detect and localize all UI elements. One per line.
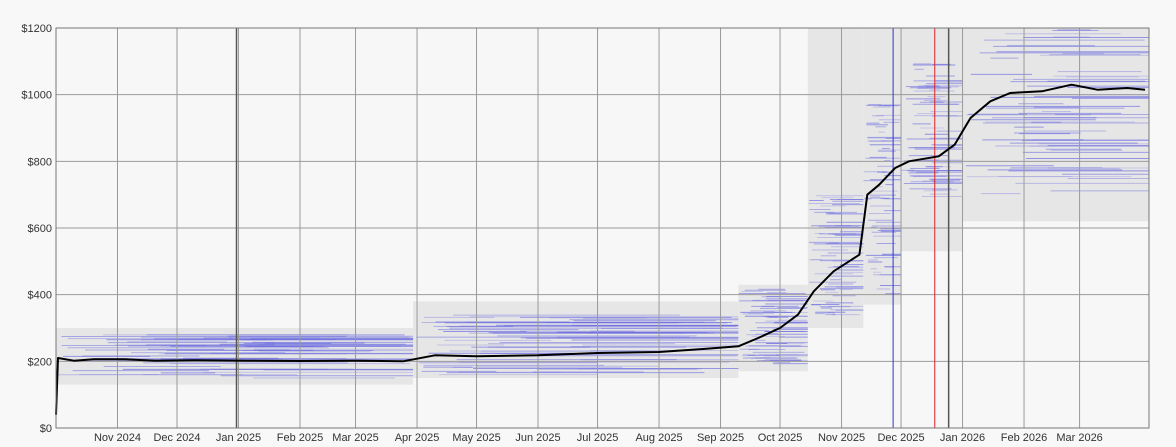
y-tick-label-0: $0 [40,423,52,435]
y-tick-label-1: $200 [28,356,52,368]
plot-border [55,27,1150,429]
x-tick-label-7: Jun 2025 [515,432,560,444]
x-tick-label-11: Oct 2025 [758,432,803,444]
y-tick-label-2: $400 [28,290,52,302]
x-tick-label-6: May 2025 [452,432,500,444]
y-tick-label-3: $600 [28,223,52,235]
price-line-0 [55,83,1146,415]
x-tick-label-10: Sep 2025 [697,432,744,444]
x-tick-label-14: Jan 2026 [940,432,985,444]
x-tick-label-15: Feb 2026 [1001,432,1047,444]
y-tick-label-4: $800 [28,156,52,168]
x-tick-label-9: Aug 2025 [635,432,682,444]
x-tick-label-2: Jan 2025 [216,432,261,444]
x-tick-label-16: Mar 2026 [1056,432,1102,444]
x-axis-ticks: Nov 2024 Dec 2024 Jan 2025 Feb 2025 Mar 2025… [94,432,1103,444]
y-axis-ticks: $0 $200 $400 $600 $800 $1000 $1200 [21,23,52,435]
range-band-5 [901,28,963,252]
price-range-bands [56,28,1149,385]
x-tick-label-5: Apr 2025 [395,432,440,444]
x-tick-label-13: Dec 2025 [877,432,924,444]
price-series [55,83,1146,415]
x-tick-label-3: Feb 2025 [277,432,323,444]
range-band-3 [807,28,864,328]
x-tick-label-8: Jul 2025 [577,432,619,444]
x-tick-label-0: Nov 2024 [94,432,141,444]
y-tick-label-6: $1200 [21,23,52,35]
x-tick-label-1: Dec 2024 [153,432,200,444]
x-tick-label-4: Mar 2025 [332,432,378,444]
range-band-4 [863,28,902,305]
range-band-6 [962,28,1149,222]
x-tick-label-12: Nov 2025 [818,432,865,444]
y-tick-label-5: $1000 [21,90,52,102]
